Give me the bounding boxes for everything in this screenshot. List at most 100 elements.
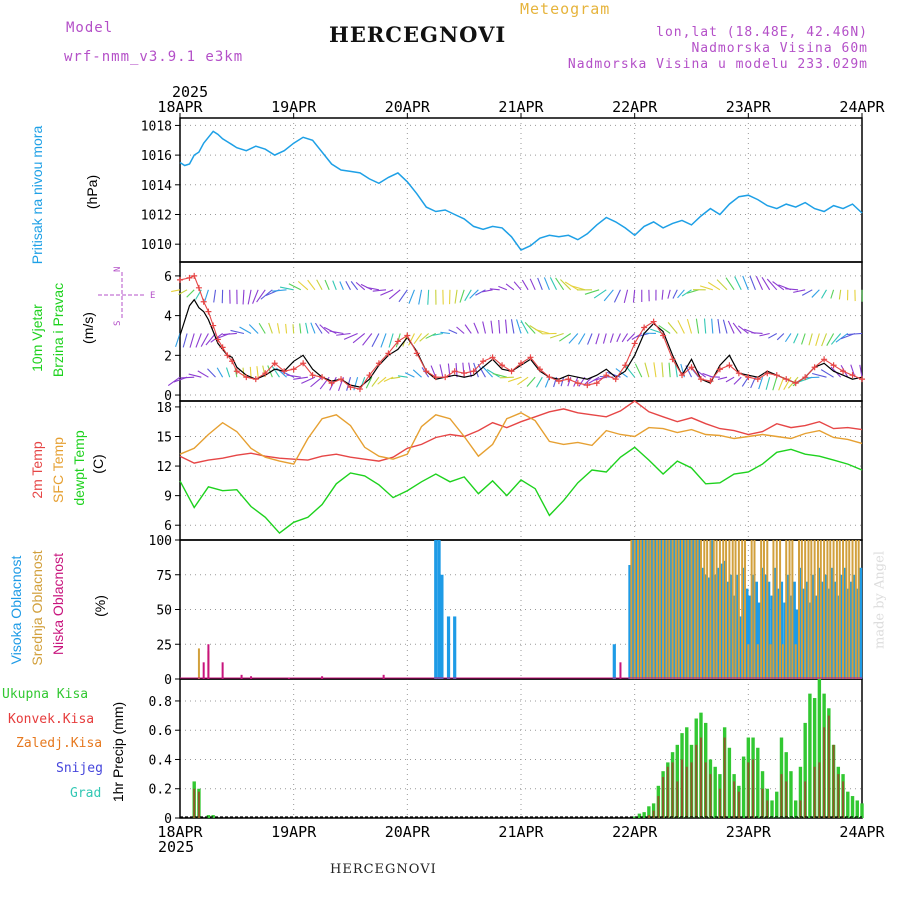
y-tick-label: 75 — [156, 569, 172, 584]
cloud-bar — [779, 540, 782, 679]
altitude-label: Nadmorska Visina 60m — [691, 41, 868, 56]
cloud-bar — [687, 540, 690, 679]
wind-arrow — [820, 369, 834, 378]
wind-gust-marker — [271, 360, 278, 367]
wind-arrow — [498, 319, 501, 334]
cloud-bar — [716, 567, 721, 679]
cloud-bar — [747, 644, 750, 679]
compass-e: E — [150, 291, 155, 301]
cloud-bar — [453, 616, 457, 679]
wind-arrow — [686, 289, 699, 294]
wind-arrow — [749, 275, 756, 291]
wind-arrow — [292, 324, 295, 334]
cloud-bar — [631, 540, 635, 679]
wind-gust-marker — [252, 376, 259, 383]
wind-arrow — [448, 329, 458, 334]
wind-arrow — [360, 283, 373, 291]
cloud-bar — [681, 540, 684, 679]
wind-gust-marker — [574, 380, 581, 387]
wind-arrow — [319, 324, 330, 334]
cloud-bar — [804, 581, 809, 679]
cloud-bar — [756, 644, 759, 679]
precip-bar — [832, 744, 835, 818]
wind-gust-marker — [555, 378, 562, 385]
cloud-bar — [612, 644, 616, 679]
wind-gust-marker — [338, 376, 345, 383]
cloud-bar — [718, 540, 721, 679]
legend-freezing-rain: Zaledj.Kisa — [16, 736, 103, 751]
cloud-bar — [754, 581, 758, 679]
wind-arrow — [507, 376, 522, 383]
wind-arrow — [632, 289, 636, 303]
year-bottom: 2025 — [158, 838, 195, 856]
precip-bar — [662, 777, 665, 818]
wind-arrow — [301, 376, 316, 384]
wind-arrow — [784, 333, 792, 343]
wind-arrow — [252, 289, 259, 304]
wind-arrow — [793, 333, 799, 344]
wind-arrow — [332, 280, 337, 290]
cloud-bar — [679, 540, 683, 679]
cloud-bar — [240, 674, 243, 679]
y-tick-label: 50 — [156, 604, 172, 619]
precip-bar — [652, 810, 655, 818]
cloud-bar — [647, 540, 651, 679]
wind-arrow — [366, 286, 380, 291]
cloud-bar — [855, 588, 859, 679]
precip-bar — [197, 791, 200, 818]
wind-arrow — [699, 285, 713, 291]
cloud-bar — [671, 540, 674, 679]
wind-gust-marker — [612, 376, 619, 383]
cloud-bar — [643, 540, 648, 679]
cloud-bar — [715, 540, 718, 679]
wind-gust-marker — [508, 368, 515, 375]
cloud-bar — [745, 588, 749, 679]
cloud-bar — [764, 574, 768, 679]
cloud-bar — [833, 581, 837, 679]
wind-arrow — [464, 324, 472, 334]
cloud-bar — [738, 616, 742, 679]
wind-arrow — [481, 365, 493, 378]
cloud-bar — [800, 540, 803, 679]
wind-gust-marker — [413, 350, 420, 357]
precip-bar — [695, 744, 698, 818]
wind-arrow — [408, 289, 415, 304]
cloud-bar — [786, 574, 790, 679]
wind-gust-marker — [641, 324, 648, 331]
precip-bar — [766, 800, 769, 818]
wind-arrow — [329, 376, 337, 391]
cloud-bar — [769, 644, 772, 679]
wind-arrow — [310, 376, 323, 388]
wind-gust-marker — [191, 272, 198, 279]
wind-arrow — [558, 333, 572, 342]
cloud-bar — [783, 602, 787, 679]
precip-bar — [675, 744, 679, 818]
wind-gust-marker — [480, 358, 487, 365]
wind-arrow — [505, 283, 515, 291]
cloud-bar — [781, 644, 784, 679]
wind-arrow — [397, 375, 408, 378]
precip-bar — [842, 781, 845, 818]
wind-arrow — [498, 285, 507, 291]
model-label: Model — [66, 20, 114, 36]
x-tick-label-top: 18APR — [157, 98, 203, 116]
y-tick-label: 100 — [149, 534, 172, 549]
cloud-bar — [703, 540, 706, 679]
cloud-bar — [722, 540, 725, 679]
wind-gust-marker — [735, 370, 742, 377]
cloud-bar — [658, 540, 661, 679]
cloud-bar — [816, 540, 819, 679]
wind-gust-marker — [792, 380, 799, 387]
station-title: HERCEGNOVI — [329, 22, 507, 47]
wind-arrow — [421, 367, 430, 378]
wind-arrow — [239, 326, 252, 334]
cloud-bar — [830, 567, 834, 679]
precip-bar — [671, 762, 674, 818]
pressure-line — [179, 130, 863, 252]
wind-arrow — [310, 322, 316, 334]
wind-arrow — [526, 376, 536, 387]
precip-bar — [206, 815, 211, 818]
wind-arrow — [725, 376, 735, 383]
cloud-bar — [382, 674, 385, 679]
